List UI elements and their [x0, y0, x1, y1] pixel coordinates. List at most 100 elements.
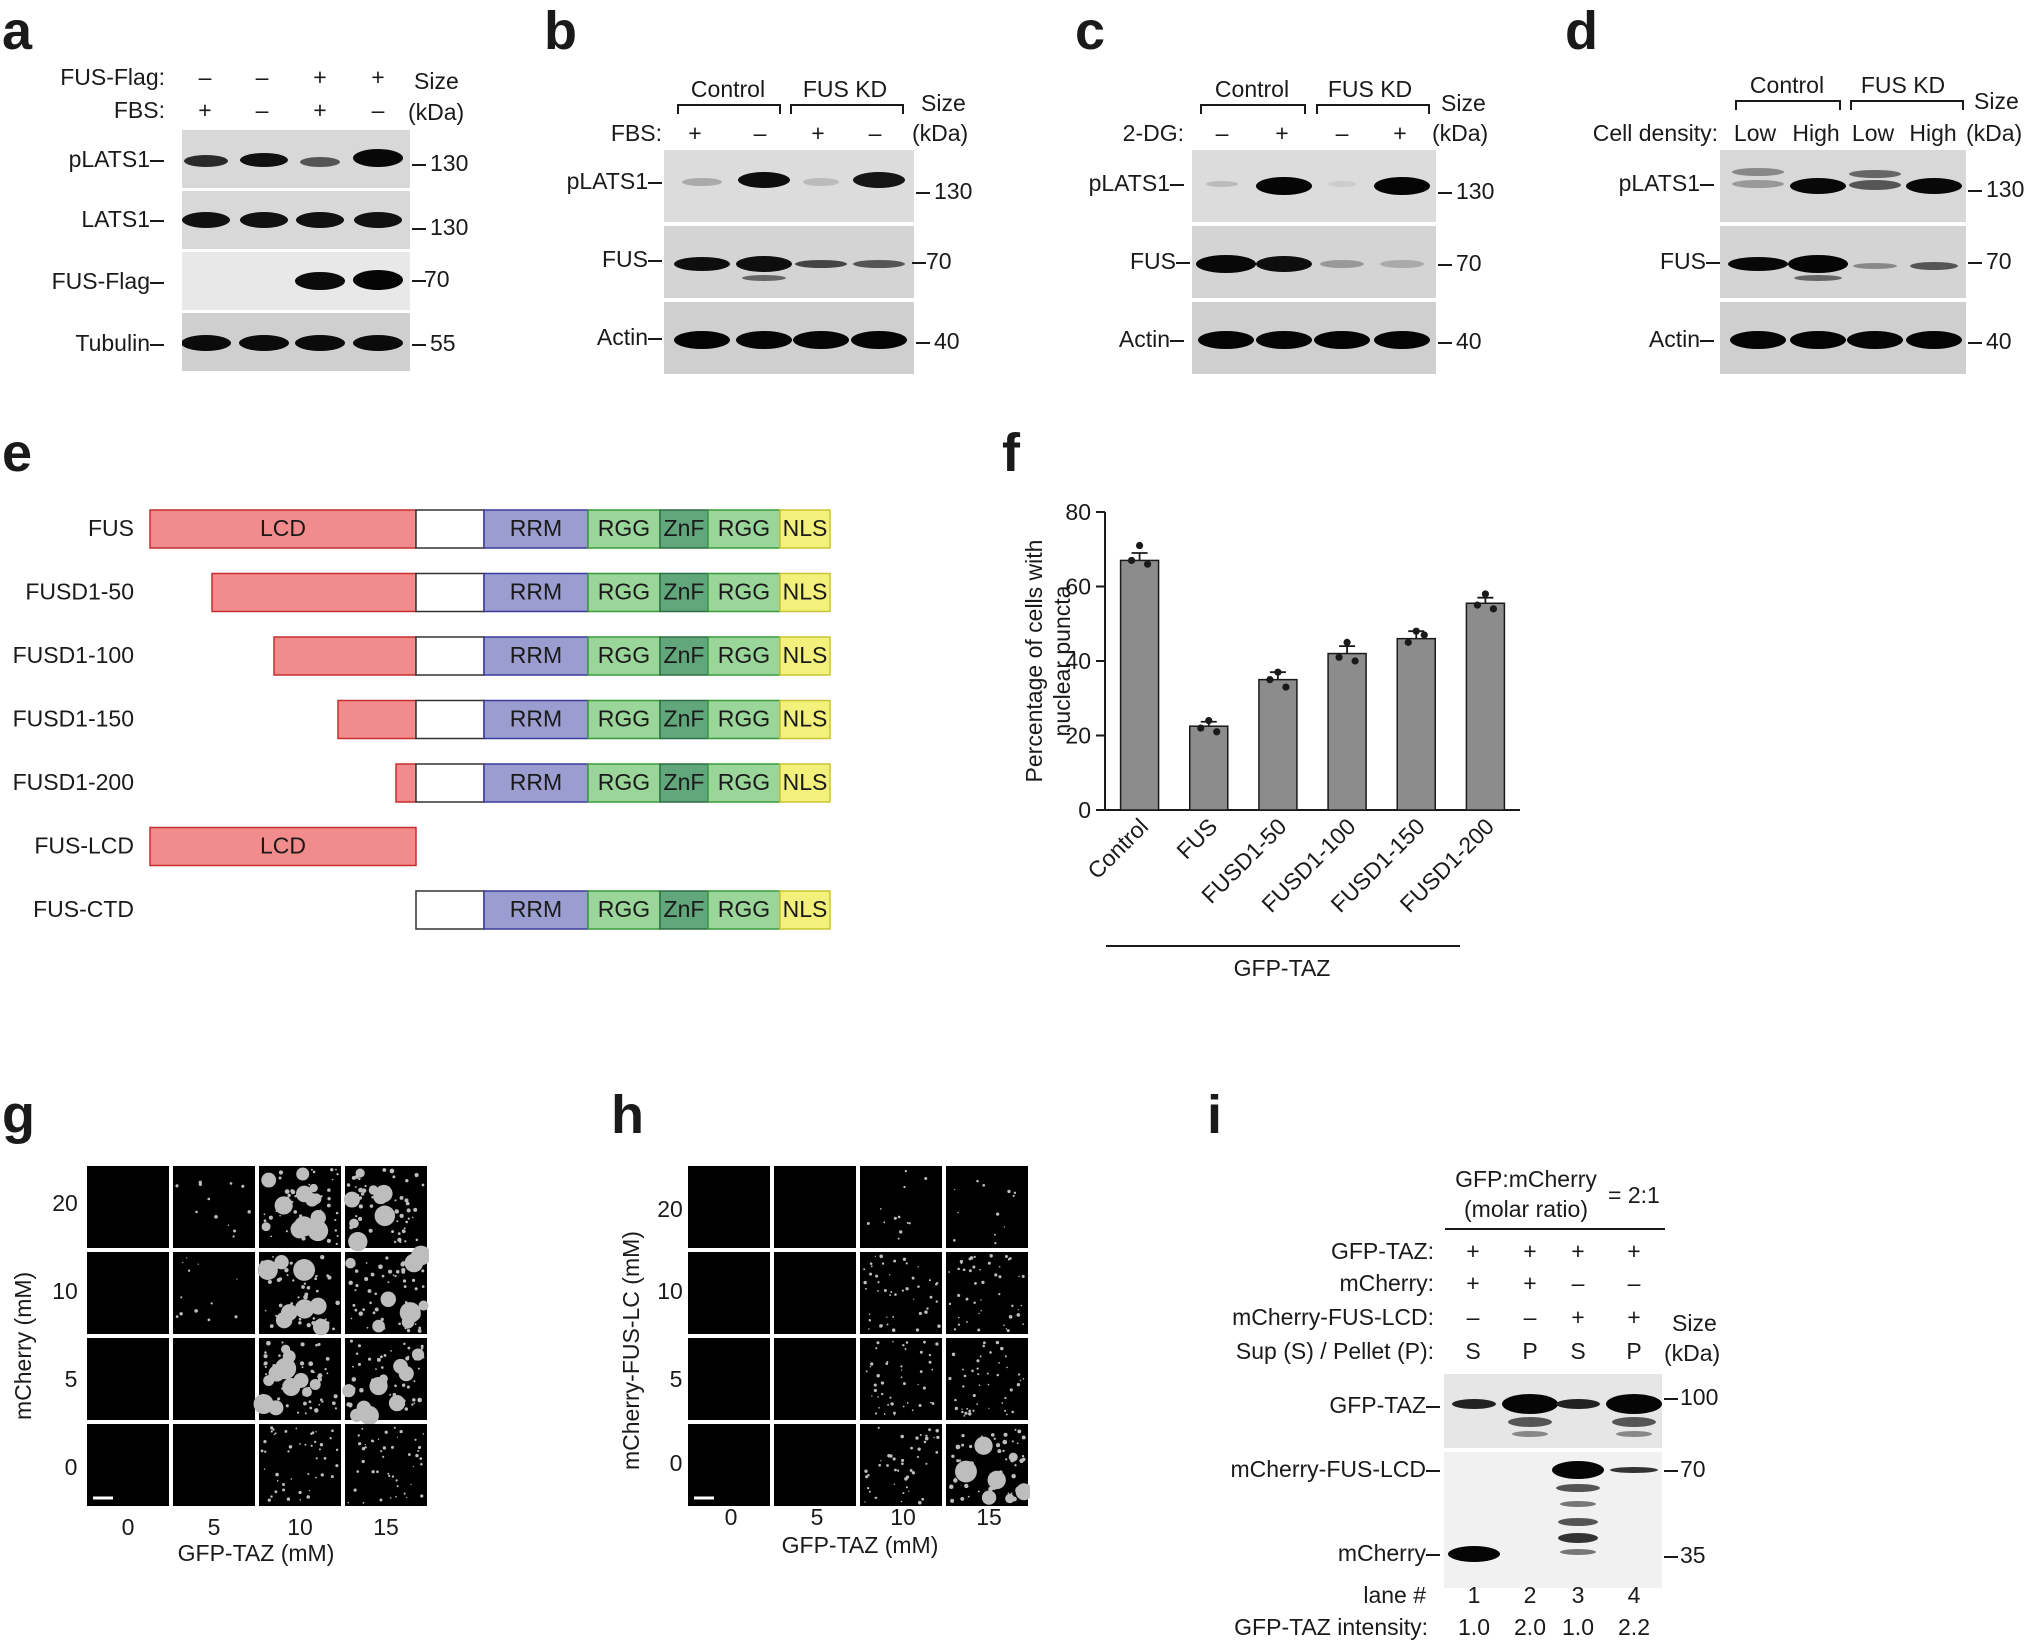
microscopy-cell [688, 1252, 770, 1334]
blot-row-label: FUS [602, 246, 648, 272]
group-label: Control [1749, 72, 1825, 98]
condition-value: + [313, 97, 327, 123]
znf-label: ZnF [664, 896, 705, 922]
rgg-domain [707, 509, 781, 549]
ratio-label: (molar ratio) [1464, 1196, 1588, 1222]
data-point [1213, 728, 1221, 736]
nls-domain [779, 509, 831, 549]
condition-value: – [753, 120, 767, 146]
data-point [1351, 657, 1359, 665]
condition-value: + [1466, 1270, 1480, 1296]
size-tick [916, 192, 930, 194]
y-tick-label: 5 [64, 1366, 78, 1392]
size-marker: 130 [1456, 178, 1495, 204]
size-unit: (kDa) [1966, 120, 2023, 146]
data-point [1420, 631, 1428, 639]
condition-label: 2-DG: [1122, 120, 1184, 146]
microscopy-cell [688, 1338, 770, 1420]
rrm-label: RRM [510, 579, 562, 605]
western-blot-FUS [1192, 226, 1436, 298]
row-tick [1426, 1406, 1440, 1408]
data-point [1135, 541, 1144, 550]
lcd-domain [211, 572, 417, 613]
size-header: Size [1441, 90, 1486, 116]
panel-a-letter: a [2, 1, 33, 61]
size-tick [1664, 1556, 1678, 1558]
rgg-domain [707, 763, 781, 803]
microscopy-cell [688, 1424, 770, 1506]
y-tick-label: 5 [669, 1366, 683, 1392]
y-axis-label: Percentage of cells withnuclear puncta [1021, 540, 1075, 783]
blot-row-label: mCherry [1337, 1540, 1426, 1566]
western-blot-pLATS1 [1720, 150, 1966, 222]
rgg-label: RGG [718, 579, 770, 605]
condition-value: + [1523, 1270, 1537, 1296]
x-tick-label: 15 [373, 1514, 399, 1540]
size-marker: 130 [1986, 176, 2025, 202]
size-tick [412, 280, 426, 282]
rgg-label: RGG [718, 706, 770, 732]
size-unit: (kDa) [1432, 120, 1489, 146]
rgg-domain [707, 572, 781, 613]
panel-i-letter: i [1207, 1085, 1223, 1145]
y-tick-label: 80 [1065, 499, 1091, 525]
condition-value: – [1523, 1304, 1537, 1330]
nls-domain [779, 699, 831, 740]
rgg-domain [707, 699, 781, 740]
panel-e-letter: e [2, 423, 33, 483]
size-tick [1664, 1398, 1678, 1400]
western-blot-Actin [1720, 302, 1966, 374]
row-tick [1176, 262, 1190, 264]
blot-row-label: Actin [1648, 326, 1700, 352]
lcd-domain [337, 699, 417, 740]
rgg-domain [707, 636, 781, 676]
rgg-domain [587, 572, 661, 613]
condition-label: mCherry: [1339, 1270, 1434, 1296]
group-bracket [790, 104, 904, 114]
group-bracket [1850, 100, 1964, 110]
condition-value: – [371, 97, 385, 123]
rgg-label: RGG [718, 769, 770, 795]
blank-domain [415, 699, 485, 740]
rgg-label: RGG [598, 579, 650, 605]
condition-label: FBS: [610, 120, 662, 146]
x-tick-label: 5 [207, 1514, 221, 1540]
data-point [1481, 590, 1490, 598]
panel-g-letter: g [2, 1085, 35, 1145]
construct-label: FUSD1-200 [13, 769, 134, 795]
row-tick [1170, 340, 1184, 342]
row-tick [150, 282, 164, 284]
size-tick [1438, 192, 1452, 194]
x-axis-label: GFP-TAZ (mM) [781, 1532, 939, 1558]
western-blot-pLATS1 [182, 130, 410, 188]
size-header: Size [1974, 88, 2019, 114]
y-tick-label: 60 [1065, 574, 1091, 600]
y-tick-label: 0 [64, 1454, 78, 1480]
size-marker: 100 [1680, 1384, 1719, 1410]
microscopy-cell [173, 1166, 255, 1248]
microscopy-cell [774, 1252, 856, 1334]
rgg-label: RGG [718, 515, 770, 541]
rrm-label: RRM [510, 769, 562, 795]
condition-value: – [1627, 1270, 1641, 1296]
western-blot-FUS-Flag [182, 252, 410, 310]
row-tick [648, 260, 662, 262]
microscopy-cell [173, 1424, 255, 1506]
condition-value: + [1571, 1304, 1585, 1330]
western-blot-FUS [664, 226, 914, 298]
znf-label: ZnF [664, 642, 705, 668]
microscopy-cell [257, 1252, 341, 1336]
construct-row: FUS-CTD RRM RGG ZnF RGG NLS [33, 890, 831, 930]
microscopy-cell [946, 1424, 1030, 1506]
lcd-label: LCD [260, 833, 306, 859]
size-marker: 35 [1680, 1542, 1706, 1568]
size-tick [1438, 342, 1452, 344]
condition-value: S [1570, 1338, 1586, 1364]
lcd-label: LCD [260, 515, 306, 541]
blot-row-label: Actin [1118, 326, 1170, 352]
construct-row: FUSD1-100 RRM RGG ZnF RGG NLS [13, 636, 831, 676]
data-point [1274, 668, 1282, 676]
western-blot-GFP-TAZ [1444, 1374, 1662, 1448]
rrm-label: RRM [510, 896, 562, 922]
western-blot-Actin [1192, 302, 1436, 374]
